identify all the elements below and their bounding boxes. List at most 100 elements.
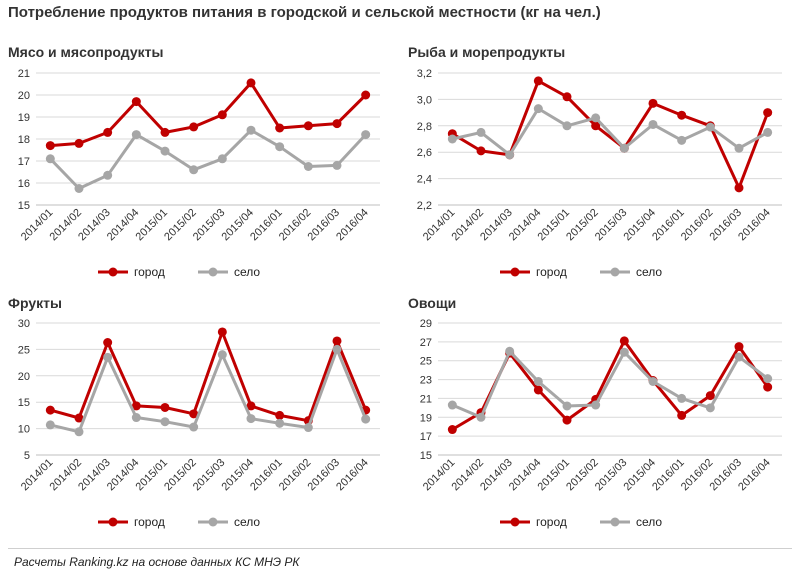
data-point-village: [246, 125, 256, 135]
legend-label: город: [536, 515, 567, 529]
y-tick-label: 20: [18, 90, 30, 102]
data-point-village: [505, 150, 515, 160]
source-footnote: Расчеты Ranking.kz на основе данных КС М…: [14, 555, 300, 569]
data-point-city: [332, 336, 342, 346]
data-point-city: [591, 121, 601, 131]
data-point-village: [103, 170, 113, 180]
series-line-city: [451, 339, 769, 431]
footer-divider: [8, 548, 792, 549]
legend-marker-icon: [108, 267, 118, 277]
data-point-village: [648, 119, 658, 129]
x-tick-label: 2016/04: [334, 207, 371, 244]
data-point-village: [476, 412, 486, 422]
data-point-city: [303, 121, 313, 131]
y-tick-label: 30: [18, 318, 30, 330]
data-point-city: [476, 146, 486, 156]
legend-marker-icon: [610, 267, 620, 277]
y-tick-label: 3,0: [417, 94, 432, 106]
series-line-city: [451, 79, 770, 190]
data-point-city: [131, 401, 141, 411]
data-point-city: [189, 409, 199, 419]
data-point-village: [131, 130, 141, 140]
series-line-village: [451, 107, 769, 157]
chart-panel-4: Овощи15171921232527292014/012014/022014/…: [408, 295, 782, 529]
data-point-village: [275, 142, 285, 152]
legend-label: село: [636, 515, 662, 529]
data-point-city: [533, 76, 543, 86]
y-tick-label: 2,6: [417, 147, 432, 159]
page-title: Потребление продуктов питания в городско…: [8, 4, 601, 21]
data-point-city: [246, 401, 256, 411]
data-point-village: [103, 352, 113, 362]
data-point-village: [619, 143, 629, 153]
legend-marker-icon: [510, 517, 520, 527]
x-tick-label: 2016/04: [736, 457, 773, 494]
data-point-village: [619, 347, 629, 357]
data-point-city: [734, 342, 744, 352]
data-point-village: [533, 376, 543, 386]
data-point-village: [332, 344, 342, 354]
y-tick-label: 19: [420, 412, 432, 424]
data-point-city: [361, 90, 371, 100]
data-point-village: [303, 423, 313, 433]
chart-panel-3: Фрукты510152025302014/012014/022014/0320…: [8, 295, 380, 529]
data-point-village: [648, 376, 658, 386]
data-point-village: [275, 418, 285, 428]
data-point-village: [246, 414, 256, 424]
data-point-city: [533, 385, 543, 395]
data-point-city: [160, 127, 170, 137]
data-point-village: [705, 122, 715, 132]
data-point-village: [562, 121, 572, 131]
data-point-village: [217, 154, 227, 164]
chart-panel-1: Мясо и мясопродукты151617181920212014/01…: [8, 44, 380, 279]
data-point-village: [505, 346, 515, 356]
data-point-village: [705, 403, 715, 413]
y-tick-label: 15: [420, 450, 432, 462]
y-tick-label: 10: [18, 424, 30, 436]
data-point-village: [361, 414, 371, 424]
data-point-city: [763, 382, 773, 392]
data-point-city: [74, 413, 84, 423]
y-tick-label: 25: [420, 356, 432, 368]
data-point-city: [217, 327, 227, 337]
y-tick-label: 16: [18, 178, 30, 190]
data-point-village: [447, 134, 457, 144]
data-point-village: [131, 413, 141, 423]
y-tick-label: 23: [420, 375, 432, 387]
y-tick-label: 20: [18, 371, 30, 383]
legend-marker-icon: [208, 517, 218, 527]
y-tick-label: 5: [24, 450, 30, 462]
y-tick-label: 3,2: [417, 68, 432, 80]
data-point-city: [74, 138, 84, 148]
data-point-village: [45, 154, 55, 164]
data-point-city: [160, 402, 170, 412]
chart-title: Рыба и морепродукты: [408, 44, 565, 60]
data-point-village: [160, 146, 170, 156]
legend-label: село: [234, 515, 260, 529]
y-tick-label: 2,8: [417, 121, 432, 133]
y-tick-label: 18: [18, 134, 30, 146]
data-point-city: [275, 123, 285, 133]
data-point-city: [131, 97, 141, 107]
legend-marker-icon: [108, 517, 118, 527]
data-point-village: [734, 352, 744, 362]
y-tick-label: 25: [18, 344, 30, 356]
data-point-city: [217, 110, 227, 120]
data-point-city: [677, 110, 687, 120]
series-line-city: [49, 330, 368, 423]
data-point-village: [763, 127, 773, 137]
y-tick-label: 21: [420, 393, 432, 405]
y-tick-label: 19: [18, 112, 30, 124]
y-tick-label: 2,2: [417, 200, 432, 212]
data-point-city: [705, 391, 715, 401]
data-point-city: [332, 119, 342, 129]
data-point-city: [45, 141, 55, 151]
legend-marker-icon: [510, 267, 520, 277]
data-point-village: [45, 420, 55, 430]
series-line-city: [50, 81, 367, 148]
y-tick-label: 17: [18, 156, 30, 168]
data-point-city: [562, 415, 572, 425]
data-point-city: [763, 108, 773, 118]
y-tick-label: 15: [18, 200, 30, 212]
data-point-city: [619, 336, 629, 346]
